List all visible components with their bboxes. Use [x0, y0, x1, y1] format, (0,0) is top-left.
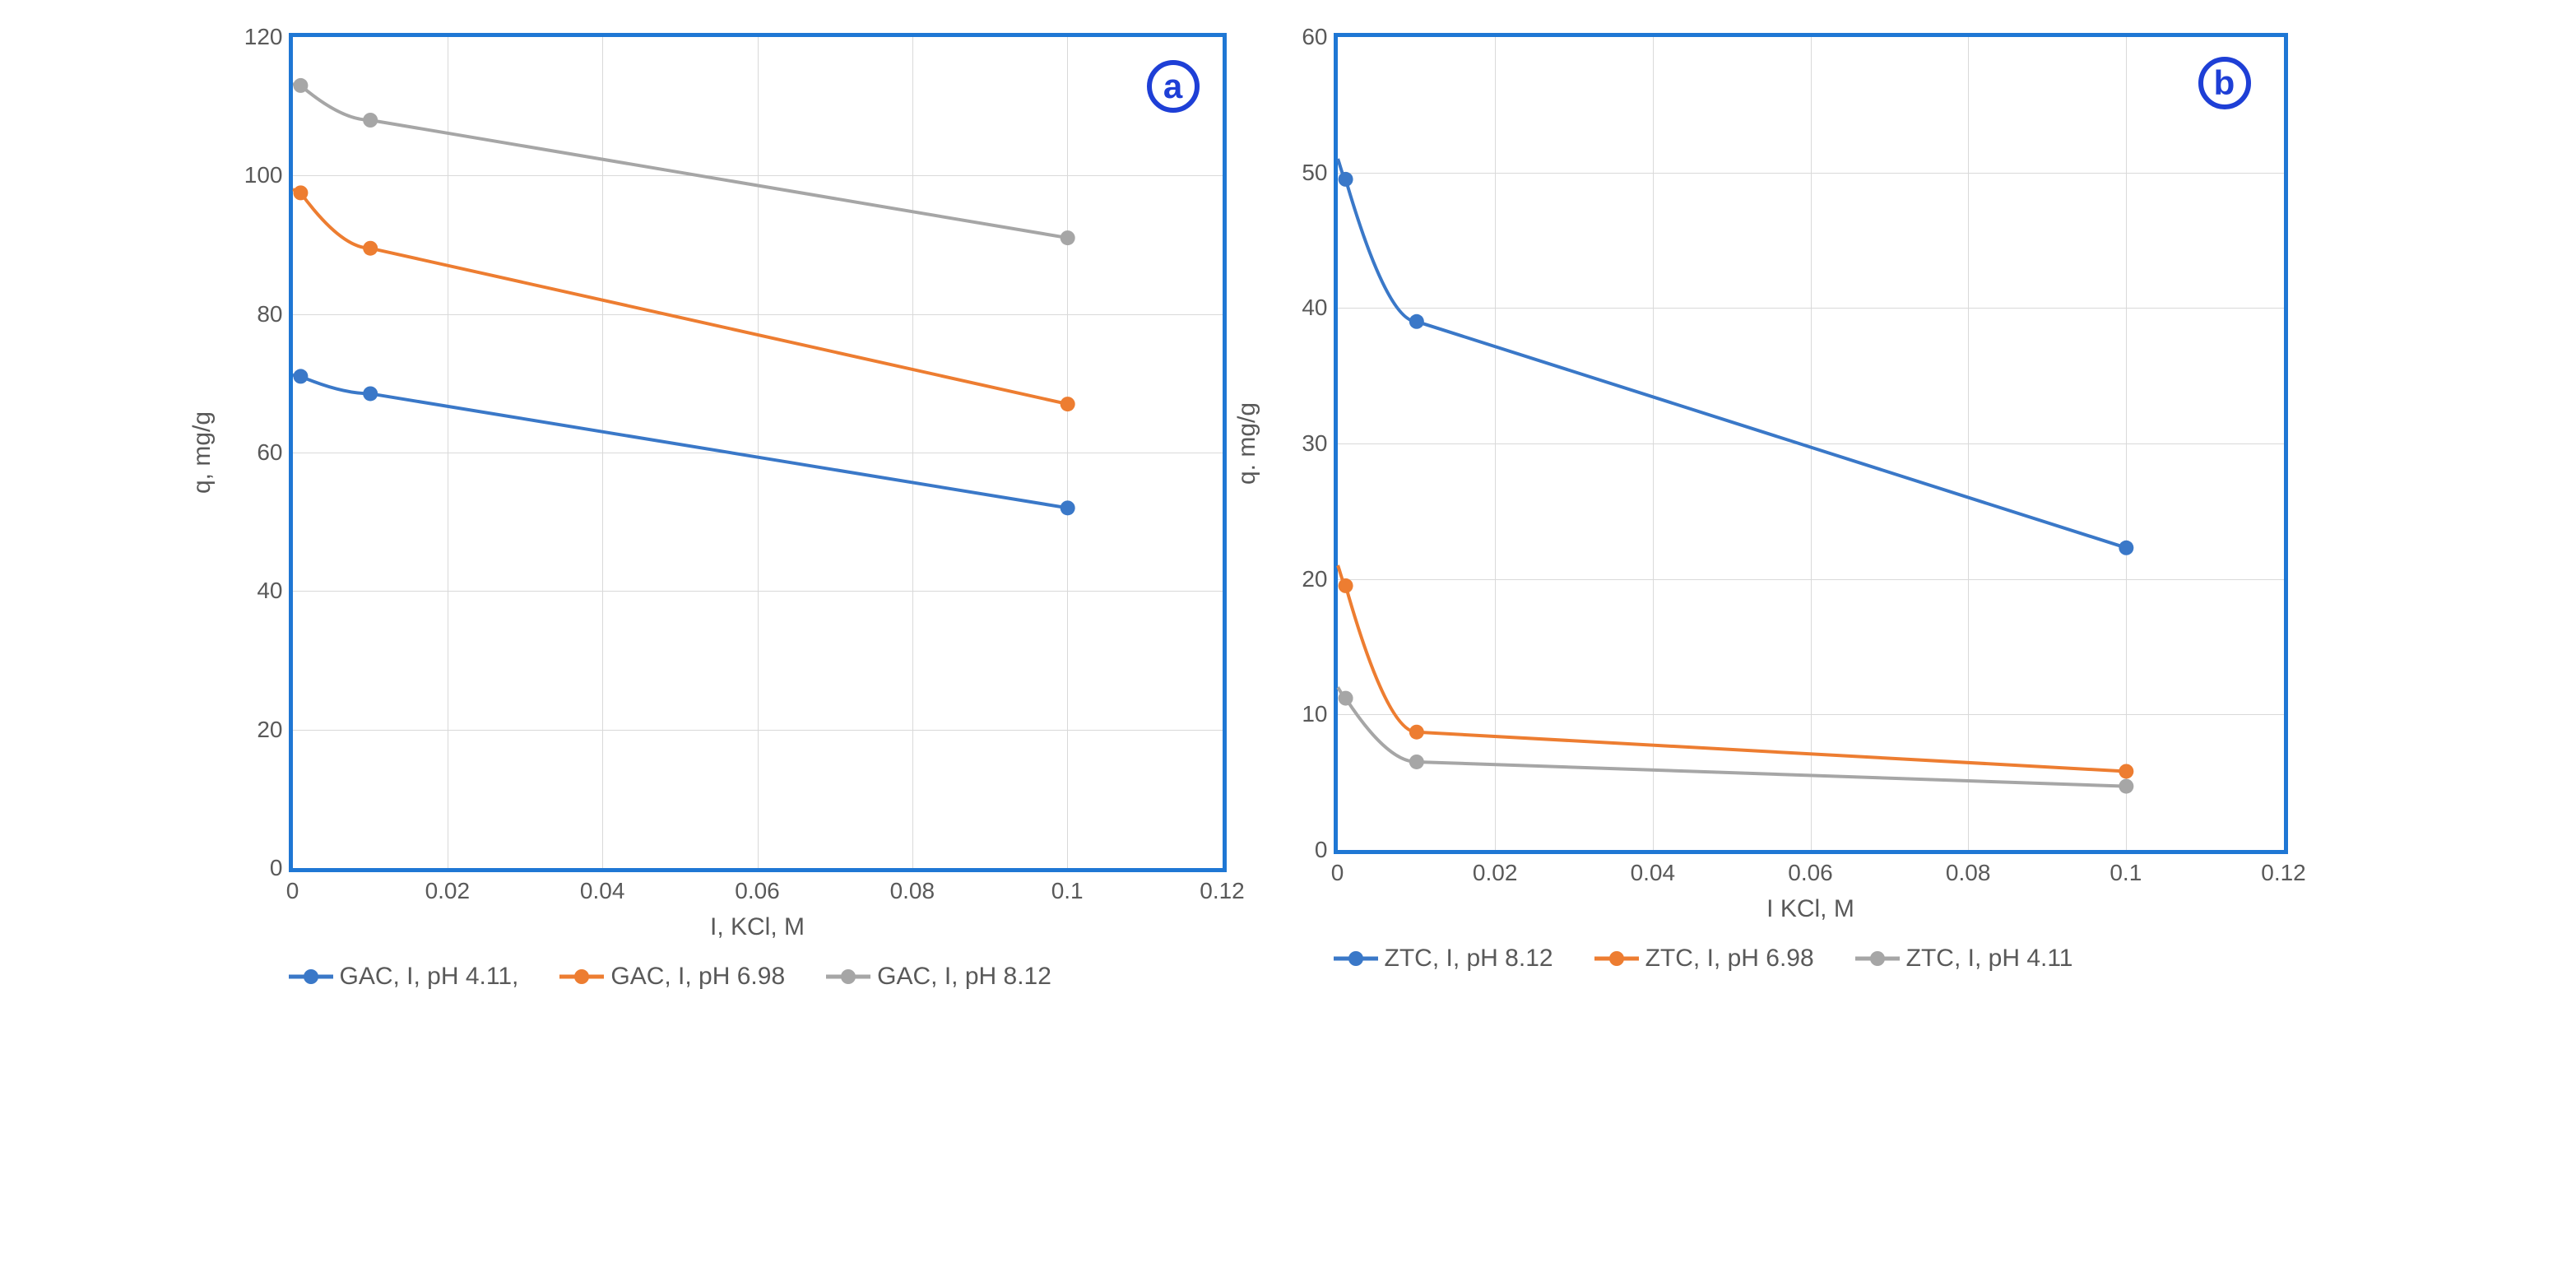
series-marker [293, 78, 308, 93]
series-line [293, 375, 1068, 508]
series-marker [293, 369, 308, 383]
chart-a-wrapper: 02040608010012000.020.040.060.080.10.12q… [289, 33, 1227, 991]
legend-item: ZTC, I, pH 8.12 [1334, 945, 1553, 973]
x-tick-label: 0.1 [2110, 850, 2142, 886]
legend-label: GAC, I, pH 4.11, [340, 963, 519, 991]
charts-container: 02040608010012000.020.040.060.080.10.12q… [33, 33, 2543, 991]
y-tick-label: 40 [1302, 295, 1337, 321]
legend-swatch-icon [1855, 950, 1900, 967]
y-tick-label: 120 [244, 24, 293, 50]
chart-a-svg-layer [293, 37, 1223, 868]
x-tick-label: 0.04 [580, 868, 625, 904]
series-marker [1338, 172, 1353, 187]
series-marker [363, 241, 378, 256]
y-tick-label: 20 [1302, 566, 1337, 592]
series-marker [1409, 725, 1423, 740]
series-marker [1060, 500, 1074, 515]
legend-label: ZTC, I, pH 8.12 [1385, 945, 1553, 973]
y-tick-label: 30 [1302, 430, 1337, 457]
y-tick-label: 100 [244, 162, 293, 188]
series-marker [293, 185, 308, 200]
series-marker [1409, 755, 1423, 769]
legend-swatch-icon [559, 968, 604, 985]
legend-label: GAC, I, pH 6.98 [610, 963, 785, 991]
chart-b-wrapper: 010203040506000.020.040.060.080.10.12q. … [1334, 33, 2288, 973]
y-tick-label: 60 [1302, 24, 1337, 50]
legend-item: GAC, I, pH 4.11, [289, 963, 519, 991]
series-marker [1409, 314, 1423, 329]
series-marker [2119, 764, 2133, 778]
series-marker [363, 113, 378, 128]
x-tick-label: 0.02 [425, 868, 471, 904]
x-tick-label: 0.1 [1051, 868, 1084, 904]
chart-b-legend: ZTC, I, pH 8.12 ZTC, I, pH 6.98 ZTC, I, pH… [1334, 945, 2288, 973]
series-line [293, 189, 1068, 404]
legend-item: GAC, I, pH 8.12 [826, 963, 1051, 991]
legend-item: ZTC, I, pH 4.11 [1855, 945, 2073, 973]
legend-swatch-icon [1334, 950, 1378, 967]
chart-a-y-axis-label: q, mg/g [188, 411, 216, 494]
y-tick-label: 80 [257, 301, 292, 327]
chart-a-legend: GAC, I, pH 4.11, GAC, I, pH 6.98 GAC, I, p… [289, 963, 1227, 991]
chart-a-panel-badge: a [1147, 60, 1200, 113]
series-line [1338, 159, 2126, 548]
legend-label: ZTC, I, pH 6.98 [1645, 945, 1814, 973]
x-tick-label: 0.08 [890, 868, 935, 904]
y-tick-label: 50 [1302, 160, 1337, 186]
series-marker [1060, 230, 1074, 245]
chart-b-y-axis-label: q. mg/g [1233, 402, 1261, 485]
legend-label: ZTC, I, pH 4.11 [1906, 945, 2073, 973]
y-tick-label: 60 [257, 439, 292, 466]
chart-a-x-axis-label: I, KCl, M [710, 868, 805, 941]
x-tick-label: 0.04 [1631, 850, 1676, 886]
legend-swatch-icon [826, 968, 870, 985]
series-marker [1060, 397, 1074, 411]
x-tick-label: 0.12 [1200, 868, 1245, 904]
series-marker [363, 386, 378, 401]
x-tick-label: 0.12 [2261, 850, 2306, 886]
series-marker [2119, 779, 2133, 794]
y-tick-label: 10 [1302, 701, 1337, 727]
y-tick-label: 40 [257, 578, 292, 604]
series-line [293, 84, 1068, 238]
series-marker [2119, 541, 2133, 555]
x-tick-label: 0.02 [1473, 850, 1518, 886]
x-tick-label: 0 [1331, 850, 1344, 886]
legend-item: ZTC, I, pH 6.98 [1594, 945, 1814, 973]
series-line [1338, 565, 2126, 771]
x-tick-label: 0 [286, 868, 299, 904]
series-line [1338, 687, 2126, 786]
series-marker [1338, 691, 1353, 706]
chart-b-panel-badge: b [2198, 57, 2251, 109]
chart-b-x-axis-label: I KCl, M [1766, 850, 1854, 923]
legend-item: GAC, I, pH 6.98 [559, 963, 785, 991]
chart-b-svg-layer [1338, 37, 2284, 850]
series-marker [1338, 578, 1353, 593]
legend-label: GAC, I, pH 8.12 [877, 963, 1051, 991]
chart-a-plot-area: 02040608010012000.020.040.060.080.10.12q… [289, 33, 1227, 872]
legend-swatch-icon [289, 968, 333, 985]
chart-b-plot-area: 010203040506000.020.040.060.080.10.12q. … [1334, 33, 2288, 854]
y-tick-label: 20 [257, 717, 292, 743]
x-tick-label: 0.08 [1946, 850, 1991, 886]
legend-swatch-icon [1594, 950, 1639, 967]
